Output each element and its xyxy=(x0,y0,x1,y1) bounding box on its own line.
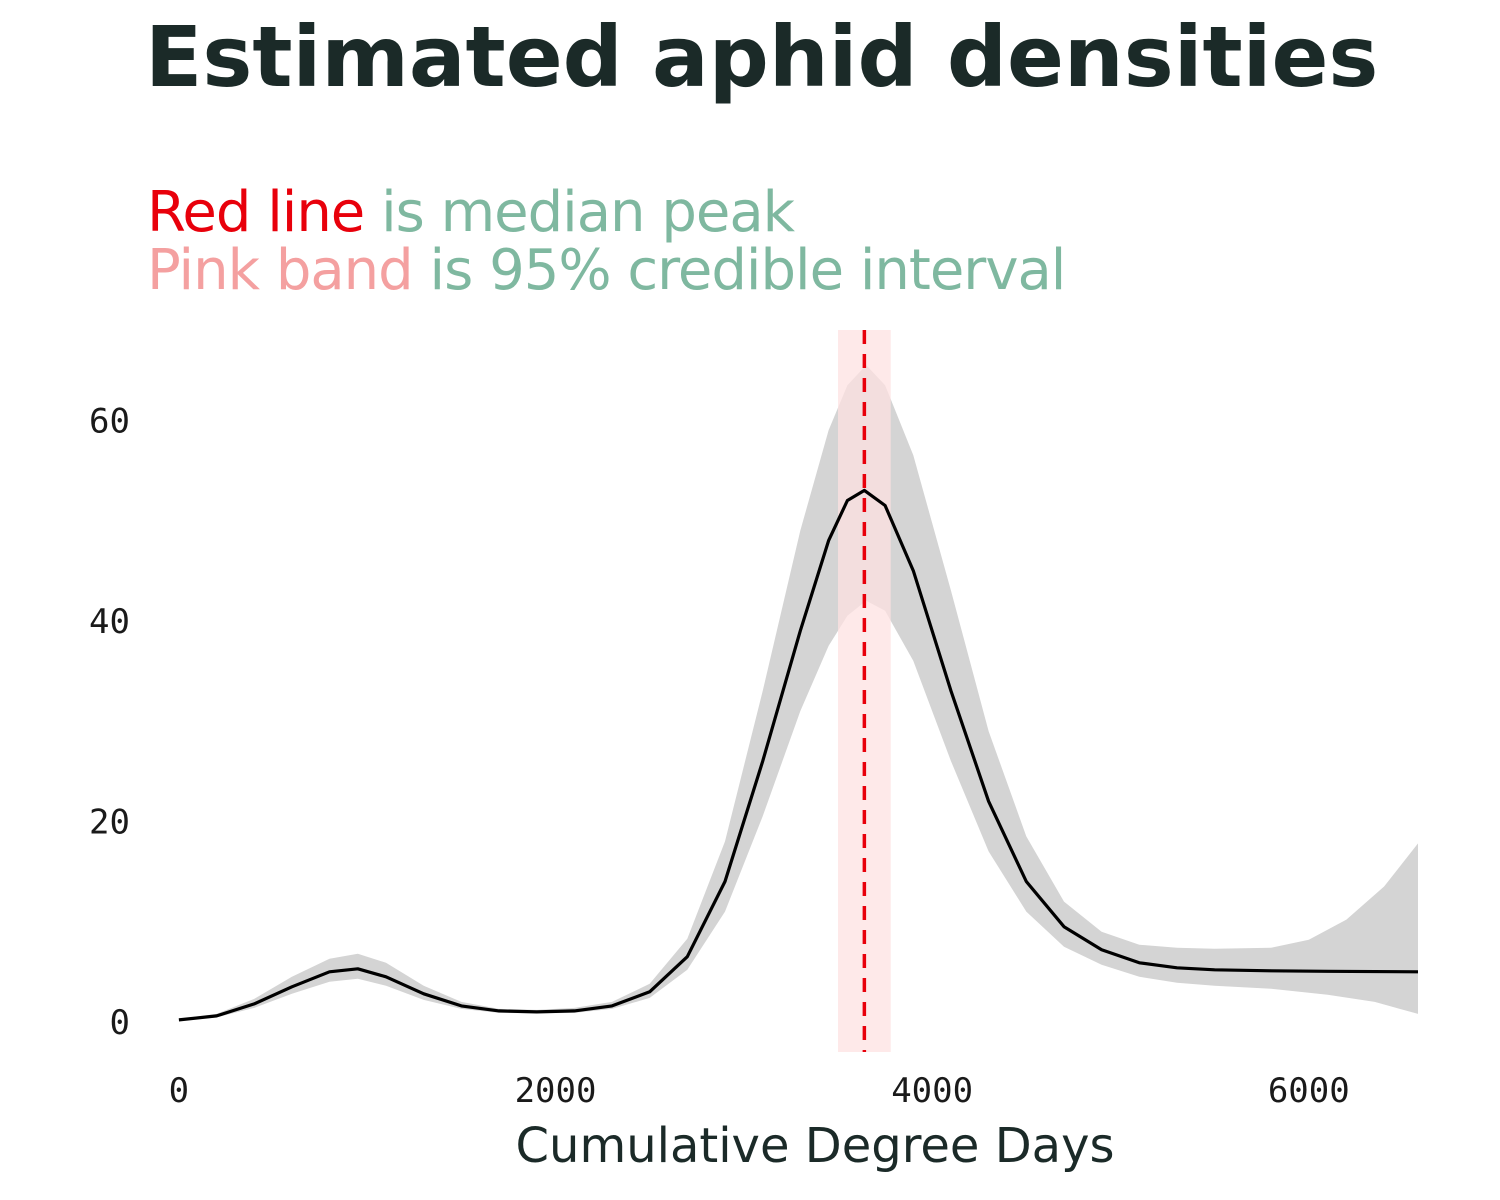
subtitle-credible-interval-text: is 95% credible interval xyxy=(412,238,1067,303)
y-tick-label: 40 xyxy=(89,602,130,642)
subtitle-line-1: Red line is median peak xyxy=(147,180,795,245)
x-tick-label: 4000 xyxy=(891,1071,973,1111)
x-tick-label: 6000 xyxy=(1268,1071,1350,1111)
y-tick-label: 0 xyxy=(110,1003,130,1043)
uncertainty-ribbon xyxy=(178,365,1418,1021)
chart-title: Estimated aphid densities xyxy=(145,8,1379,106)
median-density-line xyxy=(178,488,1419,1022)
subtitle-median-peak-text: is median peak xyxy=(364,180,795,245)
x-tick-label: 2000 xyxy=(515,1071,597,1111)
x-tick-label: 0 xyxy=(169,1071,189,1111)
y-tick-label: 20 xyxy=(89,802,130,842)
y-tick-label: 60 xyxy=(89,401,130,441)
subtitle-pink-band-label: Pink band xyxy=(147,238,414,303)
subtitle-line-2: Pink band is 95% credible interval xyxy=(147,238,1067,303)
subtitle-red-line-label: Red line xyxy=(147,180,365,245)
x-axis-label: Cumulative Degree Days xyxy=(516,1118,1115,1174)
